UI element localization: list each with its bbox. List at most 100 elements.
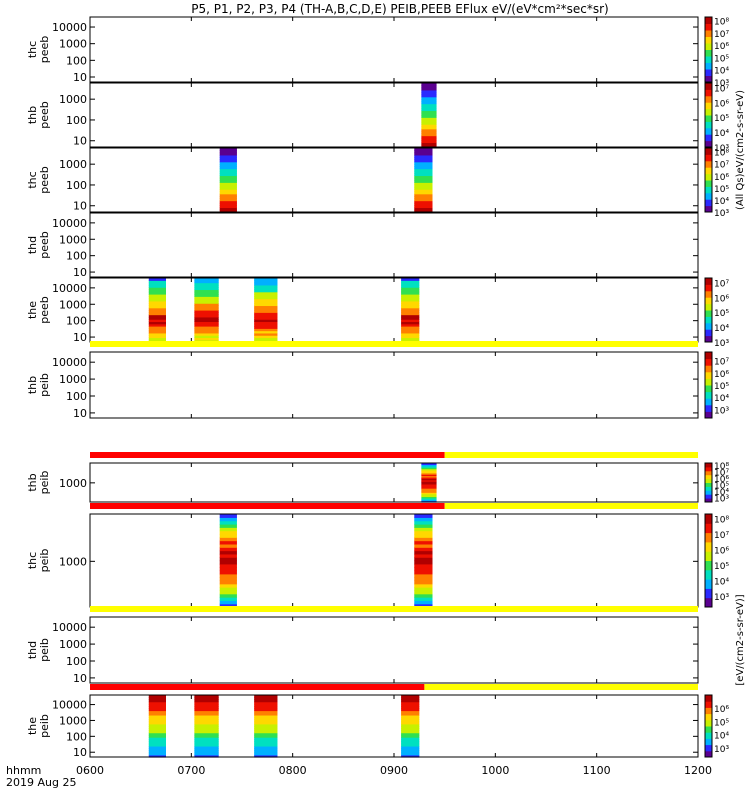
status-bar-yellow — [90, 606, 698, 612]
spectrogram-cell — [401, 337, 420, 341]
spectrogram-cell — [254, 695, 278, 698]
colorbar-cell — [705, 319, 712, 322]
colorbar-tick-label: 10⁶ — [714, 370, 729, 380]
colorbar-cell — [705, 490, 712, 492]
panel-product-label: peeb — [38, 101, 51, 129]
colorbar-cell — [705, 696, 712, 699]
spectrogram-cell — [194, 278, 219, 281]
colorbar-cell — [705, 413, 712, 416]
spectrogram-cell — [194, 717, 219, 720]
colorbar-cell — [705, 569, 712, 573]
spectrogram-cell — [421, 474, 437, 477]
spectrogram-cell — [421, 464, 437, 467]
spectrogram-cell — [421, 137, 437, 141]
colorbar-cell — [705, 358, 712, 361]
colorbar-cell — [705, 316, 712, 319]
spectrogram-cell — [254, 739, 278, 743]
colorbar-cell — [705, 107, 712, 110]
spectrogram-cell — [194, 294, 219, 297]
colorbar-cell — [705, 488, 712, 490]
spectrogram-cell — [219, 593, 237, 598]
colorbar-cell — [705, 546, 712, 550]
colorbar-cell — [705, 102, 712, 105]
spectrogram-cell — [421, 133, 437, 137]
spectrogram-cell — [194, 734, 219, 738]
spectrogram-cell — [148, 739, 166, 743]
y-tick-label: 10 — [73, 746, 87, 759]
colorbar-cell — [705, 365, 712, 368]
colorbar-cell — [705, 111, 712, 114]
spectrogram-block — [148, 278, 166, 343]
colorbar-cell — [705, 151, 712, 154]
colorbar-cell — [705, 486, 712, 488]
spectrogram-cell — [414, 207, 433, 211]
spectrogram-cell — [194, 714, 219, 718]
y-tick-label: 1000 — [59, 638, 87, 651]
colorbar-cell — [705, 356, 712, 360]
colorbar-tick-label: 10³ — [714, 79, 729, 89]
spectrogram-cell — [194, 328, 219, 332]
spectrogram-cell — [421, 482, 437, 485]
colorbar-cell — [705, 527, 712, 531]
colorbar-cell — [705, 730, 712, 733]
x-tick-label: 0900 — [380, 764, 408, 777]
colorbar-cell — [705, 131, 712, 134]
spectrogram-cell — [219, 600, 237, 605]
spectrogram-cell — [414, 587, 433, 591]
panel-probe-label: thb — [26, 376, 39, 394]
spectrogram-cell — [401, 332, 420, 336]
spectrogram-block — [148, 695, 166, 758]
spectrogram-cell — [401, 323, 420, 327]
spectrogram-cell — [421, 144, 437, 148]
colorbar-cell — [705, 184, 712, 187]
spectrogram-cell — [148, 750, 166, 754]
panel-frame — [89, 616, 699, 684]
panel-frame — [89, 351, 699, 419]
colorbar-cell — [705, 119, 712, 122]
colorbar-cell — [705, 586, 712, 589]
colorbar-cell — [705, 334, 712, 337]
colorbar-cell — [705, 103, 712, 106]
spectrogram-cell — [148, 754, 166, 758]
colorbar-cell — [705, 145, 712, 148]
spectrogram-cell — [194, 741, 219, 745]
spectrogram-cell — [148, 296, 166, 300]
spectrogram-cell — [194, 330, 219, 334]
colorbar-cell — [705, 548, 712, 552]
spectrogram-cell — [401, 330, 420, 334]
colorbar-cell — [705, 69, 712, 72]
colorbar-tick-label: 10⁸ — [714, 462, 729, 472]
spectrogram-cell — [414, 148, 433, 151]
spectrogram-cell — [421, 469, 437, 472]
spectrogram-cell — [421, 463, 437, 465]
spectrogram-cell — [414, 583, 433, 588]
spectrogram-cell — [194, 748, 219, 751]
colorbar-cell — [705, 289, 712, 292]
colorbar-cell — [705, 560, 712, 564]
colorbar-cell — [705, 308, 712, 311]
spectrogram-cell — [421, 94, 437, 98]
spectrogram-cell — [414, 173, 433, 177]
spectrogram-cell — [414, 533, 433, 538]
spectrogram-cell — [194, 697, 219, 701]
colorbar-cell — [705, 414, 712, 417]
y-tick-label: 10000 — [52, 699, 87, 712]
colorbar-cell — [705, 520, 712, 524]
spectrogram-cell — [414, 557, 433, 562]
colorbar-cell — [705, 471, 712, 474]
colorbar-cell — [705, 416, 712, 419]
y-tick-label: 1000 — [59, 477, 87, 490]
spectrogram-cell — [254, 319, 278, 323]
spectrogram-cell — [254, 280, 278, 284]
colorbar-cell — [705, 67, 712, 70]
spectrogram-block — [219, 514, 237, 608]
spectrogram-cell — [194, 752, 219, 756]
spectrogram-cell — [414, 150, 433, 154]
spectrogram-cell — [254, 284, 278, 288]
spectrogram-cell — [219, 577, 237, 582]
colorbar-cell — [705, 378, 712, 381]
colorbar-cell — [705, 497, 712, 499]
spectrogram-cell — [254, 728, 278, 732]
spectrogram-cell — [401, 741, 420, 745]
spectrogram-cell — [254, 296, 278, 300]
